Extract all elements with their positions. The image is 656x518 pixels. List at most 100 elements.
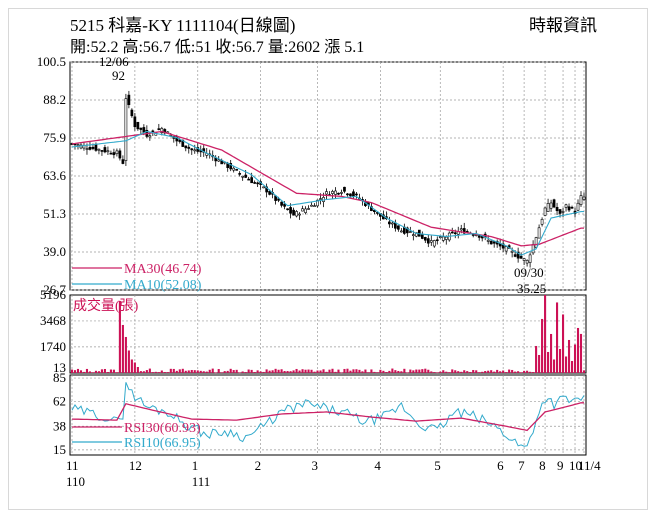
candle-body [106,150,110,153]
volume-bar [121,324,124,373]
volume-bar [112,369,115,373]
volume-bar [337,369,340,373]
candle-body [534,237,538,248]
volume-bar [424,368,427,373]
volume-bar [579,333,583,373]
candle-body [561,211,565,213]
volume-bar [352,369,355,373]
x-tick-sub-2: 111 [192,474,211,489]
volume-y-tick-2: 1740 [40,339,66,354]
candle-body [444,236,448,240]
candle-body [289,207,292,214]
volume-bar [85,368,89,373]
candle-body [280,201,283,206]
price-y-tick-6: 26.7 [43,282,66,297]
candle-body [423,237,427,241]
candle-body [307,208,310,210]
volume-bar [463,370,466,373]
volume-bar [406,372,409,374]
candle-body [504,246,508,252]
x-tick-label-10: 9 [557,458,564,473]
volume-bar [570,360,574,373]
candle-body [576,202,580,211]
volume-y-tick-3: 13 [53,360,66,375]
volume-bar [442,370,445,373]
volume-bar [567,339,571,373]
volume-bar [172,368,175,373]
candle-body [253,182,256,184]
candle-body [295,211,298,217]
candle-body [501,243,505,249]
volume-bar [349,370,352,373]
candle-body [217,159,221,162]
volume-bar [115,372,118,373]
volume-bar [487,370,490,373]
candle-body [316,199,319,207]
candle-body [537,227,541,239]
rsi10-legend-label: RSI10(66.95) [124,436,201,451]
volume-bar [573,344,577,373]
volume-bar [561,314,565,373]
volume-bar [484,371,487,373]
candle-body [181,139,185,147]
candle-body [247,178,251,181]
candle-body [450,231,454,234]
volume-bar [163,372,166,373]
candle-body [130,109,134,117]
volume-bar [532,372,535,373]
candle-body [334,190,337,195]
volume-bar [214,372,217,374]
volume-bar [499,371,502,373]
volume-bar [558,348,562,373]
volume-bar [547,351,550,373]
volume-bar [400,371,403,373]
volume-bar [265,369,268,373]
volume-bar [277,369,280,373]
volume-bar [385,372,388,373]
volume-bar [100,369,103,373]
volume-bar [454,370,457,373]
candle-body [283,203,286,207]
volume-bar [127,350,130,373]
candle-body [426,238,430,244]
volume-bar [190,369,193,373]
volume-bar [157,372,160,373]
volume-bar [475,370,478,373]
candle-body [235,169,239,171]
volume-bar [259,371,262,373]
candle-body [349,193,352,197]
candle-body [552,199,556,208]
candle-body [489,240,493,245]
volume-bar [82,371,86,373]
candle-body [549,202,553,209]
volume-bar [211,368,214,373]
candle-body [477,235,481,238]
x-tick-label-7: 6 [497,458,504,473]
volume-bar [283,371,286,373]
candle-body [405,227,409,234]
volume-bar [73,370,77,373]
volume-bar [136,366,139,373]
rsi-y-tick-3: 15 [53,442,66,457]
volume-bar [403,368,406,373]
candle-body [112,152,116,156]
candle-body [567,206,571,211]
candle-body [429,240,433,243]
volume-bar [79,370,83,373]
volume-bar [271,370,274,373]
volume-bar [538,354,541,373]
candle-body [193,149,197,152]
volume-bar [334,371,337,373]
volume-bar [478,372,481,373]
volume-bar [376,372,379,373]
volume-bar [106,372,109,373]
volume-bar [304,369,307,373]
candle-body [244,174,248,178]
volume-bar [430,371,433,373]
volume-bar [76,368,80,373]
candle-body [124,98,128,161]
volume-bar [88,371,92,373]
volume-bar [331,368,334,373]
volume-bar [328,369,331,373]
volume-bar [469,371,472,373]
